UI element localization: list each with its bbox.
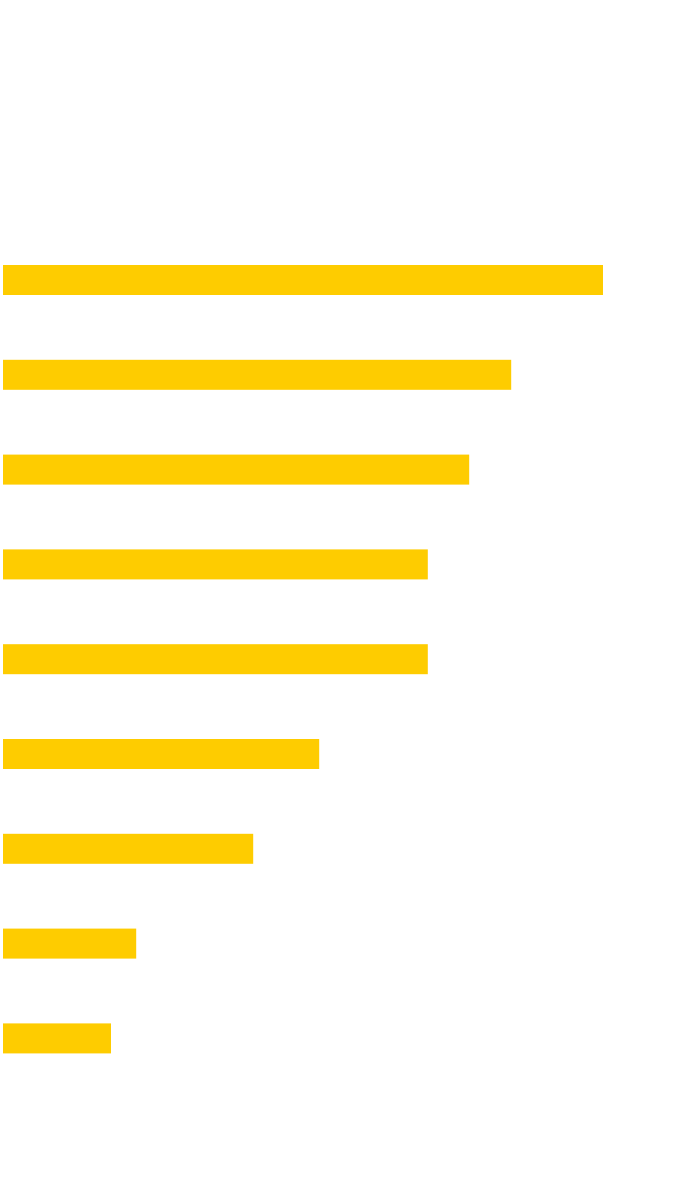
bar bbox=[3, 739, 320, 769]
bar bbox=[3, 928, 137, 959]
bar bbox=[3, 454, 470, 485]
bar bbox=[3, 265, 603, 295]
bar bbox=[3, 549, 428, 580]
bar bbox=[3, 1023, 111, 1054]
bar bbox=[3, 833, 254, 864]
bar bbox=[3, 644, 428, 675]
bar bbox=[3, 359, 512, 390]
